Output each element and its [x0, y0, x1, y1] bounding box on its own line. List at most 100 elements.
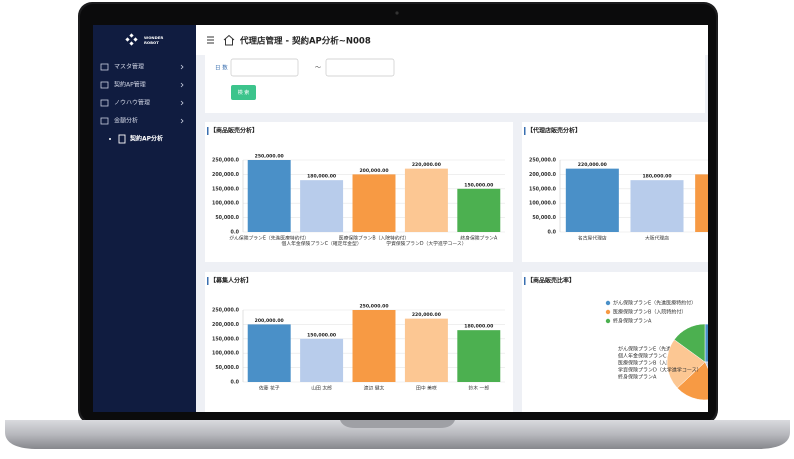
y-tick-label: 50,000.0 — [215, 365, 239, 371]
logo-text: ROBOT — [144, 40, 159, 45]
bar — [300, 338, 344, 382]
value-label: 150,000.00 — [307, 332, 336, 338]
y-tick-label: 200,000.0 — [529, 172, 557, 178]
bar — [352, 174, 396, 232]
x-tick-label: 医療保険プランB（入院特約付） — [339, 235, 409, 242]
menu-toggle[interactable] — [207, 36, 214, 44]
chart-title-accent — [524, 127, 526, 135]
y-tick-label: 200,000.0 — [212, 172, 240, 178]
submenu-item[interactable]: 契約AP分析 — [129, 135, 163, 143]
x-tick-label: 山田 太郎 — [311, 385, 332, 392]
x-tick-label: 個人年金保険プランC（確定年金型） — [282, 240, 362, 247]
menu-icon — [100, 81, 109, 89]
bar — [247, 324, 291, 382]
date-from-input[interactable] — [230, 58, 299, 77]
x-tick-label: 学資保険プランD（大学進学コース） — [386, 240, 466, 247]
value-label: 180,000.00 — [464, 324, 493, 330]
legend-label: がん保険プランE（先進医療特約付） — [613, 300, 696, 307]
value-label: 250,000.00 — [255, 154, 284, 160]
chart-title: 【代理店販売分析】 — [527, 127, 581, 135]
y-tick-label: 150,000.0 — [212, 186, 240, 192]
y-tick-label: 150,000.0 — [212, 336, 240, 342]
bar — [247, 160, 291, 232]
chart-title: 【募集人分析】 — [210, 277, 252, 285]
x-tick-label: 渡辺 健太 — [364, 385, 385, 392]
x-tick-label: 田中 美咲 — [416, 385, 437, 392]
home-icon[interactable] — [223, 34, 235, 46]
camera — [395, 11, 399, 15]
header-bar — [196, 25, 708, 55]
menu-icon — [100, 99, 109, 107]
menu-item[interactable]: ノウハウ管理 — [114, 99, 150, 107]
legend-label: 医療保険プランB（入院特約付） — [613, 309, 686, 316]
menu-chevron — [180, 100, 184, 106]
date-label: 日 数 — [215, 64, 228, 72]
x-tick-label: 鈴木 一郎 — [468, 385, 489, 392]
search-button[interactable] — [231, 85, 256, 100]
bar — [457, 330, 501, 382]
chart-panel — [522, 272, 708, 412]
value-label: 220,000.00 — [578, 162, 607, 168]
y-tick-label: 0.0 — [231, 230, 240, 236]
value-label: 150,000.00 — [464, 182, 493, 188]
chart-title: 【商品販売比率】 — [527, 277, 575, 285]
chart-title: 【商品販売分析】 — [210, 127, 258, 135]
bar — [352, 310, 396, 382]
y-tick-label: 100,000.0 — [529, 201, 557, 207]
laptop-base — [5, 420, 790, 449]
menu-item[interactable]: 契約AP管理 — [114, 81, 146, 89]
logo-icon — [125, 33, 138, 46]
logo-text: WONDER — [144, 35, 163, 40]
pie-label: がん保険プランE（先進医療特約付） — [618, 346, 701, 353]
y-tick-label: 0.0 — [231, 380, 240, 386]
submenu-dot — [109, 138, 111, 140]
menu-icon — [100, 63, 109, 71]
menu-chevron — [180, 64, 184, 70]
y-tick-label: 50,000.0 — [532, 215, 556, 221]
bar — [404, 168, 448, 232]
y-tick-label: 150,000.0 — [529, 186, 557, 192]
y-tick-label: 0.0 — [548, 230, 557, 236]
legend-marker — [605, 309, 611, 315]
y-tick-label: 250,000.0 — [212, 308, 240, 314]
y-tick-label: 100,000.0 — [212, 351, 240, 357]
value-label: 180,000.00 — [642, 174, 671, 180]
submenu-icon — [118, 134, 126, 144]
x-tick-label: 大阪代理店 — [645, 235, 669, 242]
x-tick-label: がん保険プランE（先進医療特約付） — [229, 235, 309, 242]
menu-item[interactable]: マスタ管理 — [114, 63, 144, 71]
value-label: 200,000.00 — [359, 168, 388, 174]
pie-label: 学資保険プランD（大学進学コース） — [618, 367, 702, 374]
search-button-label[interactable]: 検 索 — [238, 89, 250, 96]
x-tick-label: 終身保険プランA — [460, 235, 498, 242]
value-label: 220,000.00 — [412, 312, 441, 318]
value-label: 220,000.00 — [412, 162, 441, 168]
pie-slice — [666, 339, 706, 389]
value-label: 180,000.00 — [307, 174, 336, 180]
pie-slice — [676, 361, 708, 401]
bar — [565, 168, 619, 232]
pie-label: 医療保険プランB（入院特約付） — [618, 360, 691, 367]
pie-slice — [704, 323, 708, 363]
y-tick-label: 200,000.0 — [212, 322, 240, 328]
pie-label: 個人年金保険プランC（確定年金型） — [618, 353, 702, 360]
chart-title-accent — [207, 127, 209, 135]
menu-item[interactable]: 金額分析 — [114, 117, 138, 125]
menu-chevron — [180, 82, 184, 88]
date-separator: ～ — [315, 65, 321, 72]
date-to-input[interactable] — [325, 58, 395, 77]
legend-marker — [605, 318, 611, 324]
y-tick-label: 100,000.0 — [212, 201, 240, 207]
menu-chevron — [180, 118, 184, 124]
bar — [695, 174, 708, 232]
laptop-notch — [340, 420, 455, 428]
pie-label: 終身保険プランA — [618, 374, 657, 381]
bar — [457, 188, 501, 232]
chart-title-accent — [207, 277, 209, 285]
pie-slice — [673, 323, 706, 363]
legend-label: 終身保険プランA — [613, 318, 652, 325]
legend-marker — [605, 300, 611, 306]
y-tick-label: 250,000.0 — [212, 158, 240, 164]
